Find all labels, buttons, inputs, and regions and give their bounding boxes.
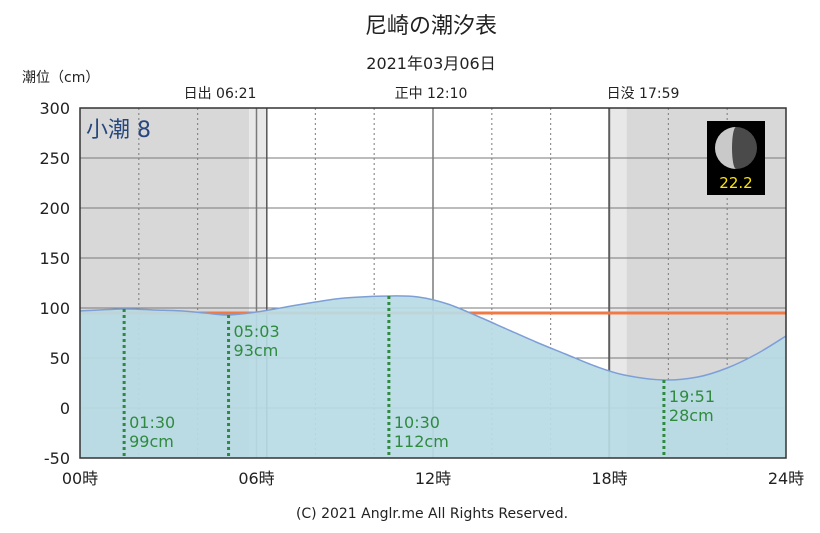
twilight-band-evening	[608, 108, 627, 458]
x-tick-label: 24時	[768, 469, 804, 488]
y-tick-label: 50	[50, 349, 70, 368]
x-tick-label: 00時	[62, 469, 98, 488]
plot-border	[79, 107, 787, 459]
moon-icon: 22.2	[707, 121, 765, 195]
sunrise-label: 日出 06:21	[184, 86, 257, 102]
tide-area	[80, 295, 786, 458]
extreme-time: 05:03	[234, 322, 280, 341]
x-tick-label: 18時	[591, 469, 627, 488]
tide-line	[79, 295, 787, 381]
sunset-label: 日没 17:59	[607, 86, 680, 102]
chart-title: 尼崎の潮汐表	[365, 14, 497, 39]
extreme-time: 19:51	[669, 387, 715, 406]
y-tick-label: 100	[39, 299, 70, 318]
y-tick-label: 250	[39, 149, 70, 168]
x-tick-label: 06時	[238, 469, 274, 488]
extreme-height: 112cm	[394, 432, 449, 451]
y-axis-label: 潮位（cm）	[22, 70, 99, 86]
x-tick-label: 12時	[415, 469, 451, 488]
y-tick-label: 300	[39, 99, 70, 118]
extreme-time: 01:30	[129, 413, 175, 432]
y-tick-label: 150	[39, 249, 70, 268]
y-tick-label: 0	[60, 399, 70, 418]
noon-label: 正中 12:10	[395, 86, 468, 102]
extreme-height: 93cm	[234, 341, 279, 360]
y-tick-label: 200	[39, 199, 70, 218]
extreme-height: 99cm	[129, 432, 174, 451]
moon-age: 22.2	[719, 174, 752, 192]
tide-name: 小潮 8	[86, 118, 151, 143]
extreme-height: 28cm	[669, 406, 714, 425]
chart-date: 2021年03月06日	[366, 54, 495, 73]
extreme-time: 10:30	[394, 413, 440, 432]
footer-copyright: (C) 2021 Anglr.me All Rights Reserved.	[296, 506, 568, 522]
y-tick-label: -50	[44, 449, 70, 468]
